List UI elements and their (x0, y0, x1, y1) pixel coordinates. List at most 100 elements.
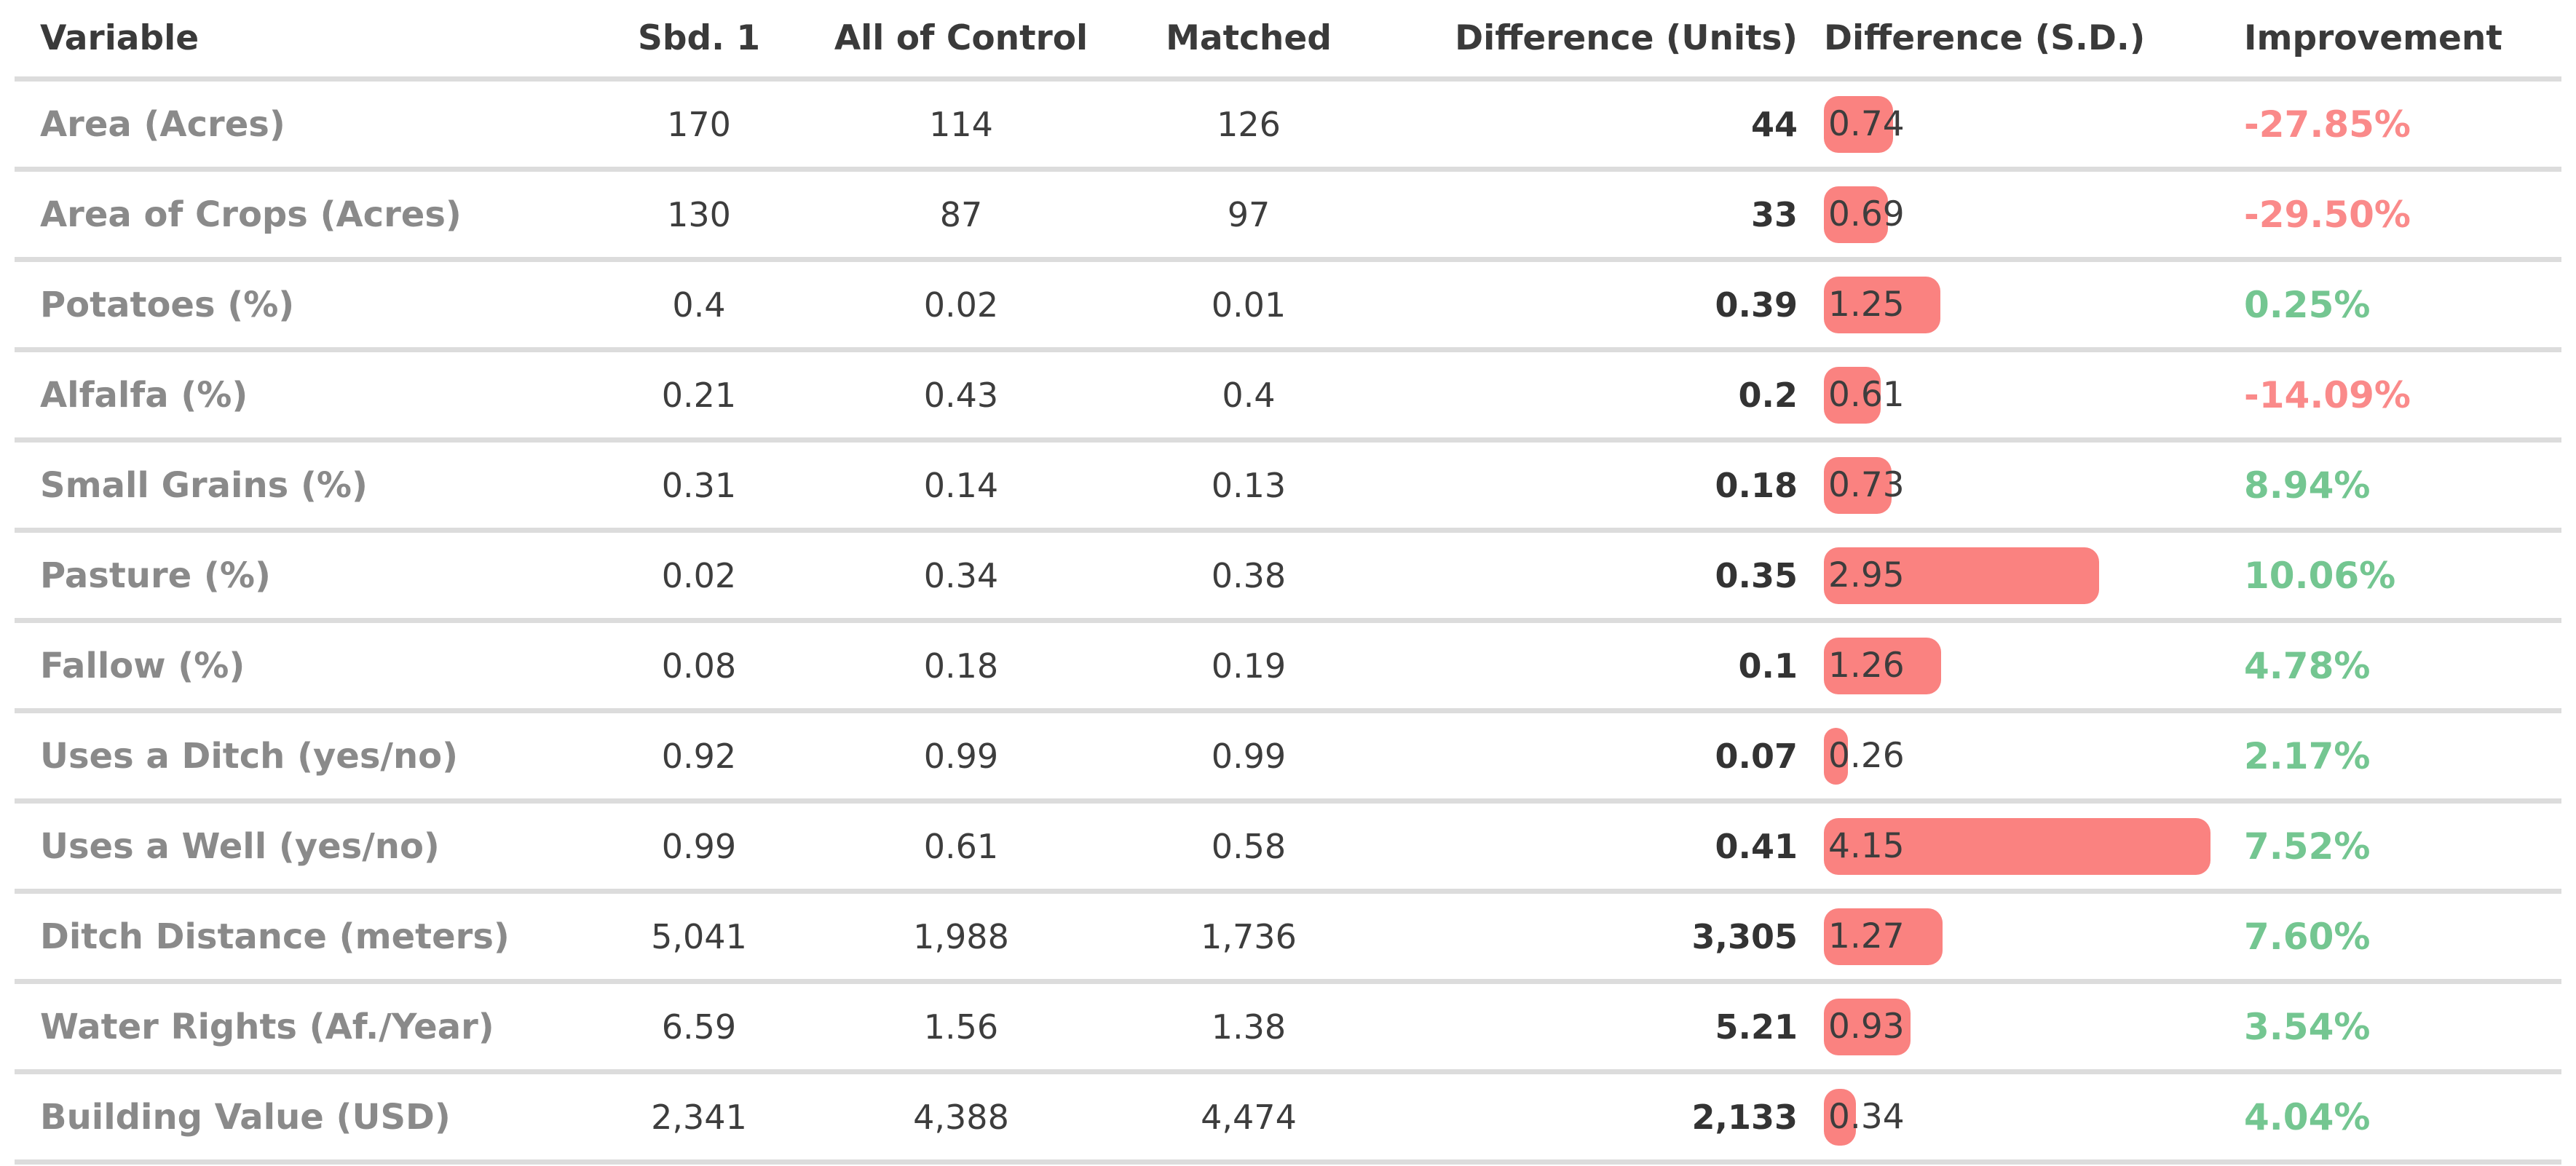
sd-bar: 1.25 (1824, 276, 1940, 333)
sd-bar: 0.74 (1824, 95, 1905, 153)
sd-value: 1.25 (1828, 285, 1905, 325)
sd-value: 0.74 (1828, 104, 1905, 144)
all-of-control-value: 0.99 (923, 736, 999, 776)
all-of-control-value: 0.61 (923, 826, 999, 866)
column-header-all-of-control: All of Control (834, 18, 1089, 58)
improvement-value: 7.52% (2244, 825, 2371, 868)
improvement-value: 4.78% (2244, 644, 2371, 687)
matched-value: 0.38 (1211, 555, 1287, 595)
difference-units-value: 0.39 (1715, 285, 1798, 325)
all-of-control-value: 0.02 (923, 285, 999, 325)
matched-value: 0.4 (1222, 375, 1276, 415)
variable-label: Uses a Ditch (yes/no) (40, 735, 459, 777)
sd-value: 4.15 (1828, 826, 1905, 866)
sd-bar: 0.93 (1824, 998, 1911, 1055)
matched-value: 4,474 (1201, 1097, 1297, 1137)
sbd1-value: 0.31 (661, 465, 737, 505)
variable-label: Fallow (%) (40, 645, 245, 686)
table-row: Area of Crops (Acres) 130 87 97 33 0.69 … (15, 172, 2561, 262)
variable-label: Area (Acres) (40, 103, 285, 145)
sbd1-value: 0.08 (661, 646, 737, 686)
sbd1-value: 6.59 (661, 1007, 737, 1047)
matched-value: 0.99 (1211, 736, 1287, 776)
difference-units-value: 0.2 (1738, 375, 1798, 415)
difference-units-value: 0.07 (1715, 736, 1798, 776)
matched-value: 97 (1227, 194, 1271, 234)
difference-units-value: 5.21 (1715, 1007, 1798, 1047)
variable-label: Alfalfa (%) (40, 374, 248, 416)
improvement-value: 7.60% (2244, 915, 2371, 958)
matched-value: 0.01 (1211, 285, 1287, 325)
sd-value: 0.69 (1828, 194, 1905, 234)
variable-label: Area of Crops (Acres) (40, 194, 462, 235)
table-row: Uses a Well (yes/no) 0.99 0.61 0.58 0.41… (15, 804, 2561, 894)
difference-units-value: 0.41 (1715, 826, 1798, 866)
table-body: Area (Acres) 170 114 126 44 0.74 -27.85%… (15, 82, 2561, 1165)
sbd1-value: 0.99 (661, 826, 737, 866)
matched-value: 1.38 (1211, 1007, 1287, 1047)
sd-value: 0.26 (1828, 736, 1905, 776)
variable-label: Potatoes (%) (40, 284, 295, 325)
improvement-value: -27.85% (2244, 103, 2411, 146)
improvement-value: 10.06% (2244, 554, 2396, 597)
sbd1-value: 0.02 (661, 555, 737, 595)
difference-units-value: 0.18 (1715, 465, 1798, 505)
all-of-control-value: 0.34 (923, 555, 999, 595)
sbd1-value: 0.92 (661, 736, 737, 776)
table-row: Small Grains (%) 0.31 0.14 0.13 0.18 0.7… (15, 443, 2561, 533)
all-of-control-value: 114 (929, 104, 993, 144)
table-row: Ditch Distance (meters) 5,041 1,988 1,73… (15, 894, 2561, 984)
column-header-difference-sd: Difference (S.D.) (1824, 18, 2146, 58)
sd-value: 0.34 (1828, 1097, 1905, 1137)
all-of-control-value: 0.43 (923, 375, 999, 415)
all-of-control-value: 1.56 (923, 1007, 999, 1047)
variable-label: Ditch Distance (meters) (40, 916, 510, 957)
difference-units-value: 0.35 (1715, 555, 1798, 595)
sbd1-value: 130 (667, 194, 731, 234)
matched-value: 126 (1217, 104, 1281, 144)
table-row: Alfalfa (%) 0.21 0.43 0.4 0.2 0.61 -14.0… (15, 352, 2561, 443)
sd-value: 1.27 (1828, 916, 1905, 956)
improvement-value: 0.25% (2244, 283, 2371, 326)
sd-value: 0.73 (1828, 465, 1905, 505)
sd-bar: 4.15 (1824, 817, 2210, 875)
column-header-sbd1: Sbd. 1 (637, 18, 761, 58)
difference-units-value: 0.1 (1738, 646, 1798, 686)
sd-bar: 0.26 (1824, 727, 1905, 785)
sd-value: 0.61 (1828, 375, 1905, 415)
sd-value: 1.26 (1828, 646, 1905, 686)
table-row: Building Value (USD) 2,341 4,388 4,474 2… (15, 1074, 2561, 1165)
table-row: Uses a Ditch (yes/no) 0.92 0.99 0.99 0.0… (15, 713, 2561, 804)
sd-bar: 2.95 (1824, 547, 2099, 604)
variable-label: Small Grains (%) (40, 464, 368, 506)
difference-units-value: 3,305 (1691, 916, 1798, 956)
sbd1-value: 0.4 (672, 285, 726, 325)
all-of-control-value: 87 (939, 194, 983, 234)
improvement-value: 8.94% (2244, 464, 2371, 507)
sd-bar: 0.61 (1824, 366, 1905, 424)
all-of-control-value: 0.18 (923, 646, 999, 686)
difference-units-value: 33 (1750, 194, 1798, 234)
column-header-variable: Variable (40, 18, 199, 58)
sbd1-value: 2,341 (651, 1097, 747, 1137)
improvement-value: -29.50% (2244, 193, 2411, 236)
sd-value: 0.93 (1828, 1007, 1905, 1047)
table-row: Water Rights (Af./Year) 6.59 1.56 1.38 5… (15, 984, 2561, 1074)
improvement-value: 2.17% (2244, 734, 2371, 777)
improvement-value: -14.09% (2244, 373, 2411, 416)
difference-units-value: 2,133 (1691, 1097, 1798, 1137)
variable-label: Building Value (USD) (40, 1096, 451, 1138)
variable-label: Pasture (%) (40, 555, 271, 596)
matched-value: 0.19 (1211, 646, 1287, 686)
all-of-control-value: 1,988 (913, 916, 1009, 956)
sbd1-value: 5,041 (651, 916, 747, 956)
column-header-matched: Matched (1166, 18, 1332, 58)
sbd1-value: 0.21 (661, 375, 737, 415)
difference-units-value: 44 (1750, 104, 1798, 144)
column-header-improvement: Improvement (2244, 18, 2502, 58)
matched-value: 1,736 (1201, 916, 1297, 956)
column-header-difference-units: Difference (Units) (1455, 18, 1798, 58)
improvement-value: 4.04% (2244, 1095, 2371, 1138)
table-row: Area (Acres) 170 114 126 44 0.74 -27.85% (15, 82, 2561, 172)
sd-bar: 0.73 (1824, 456, 1905, 514)
